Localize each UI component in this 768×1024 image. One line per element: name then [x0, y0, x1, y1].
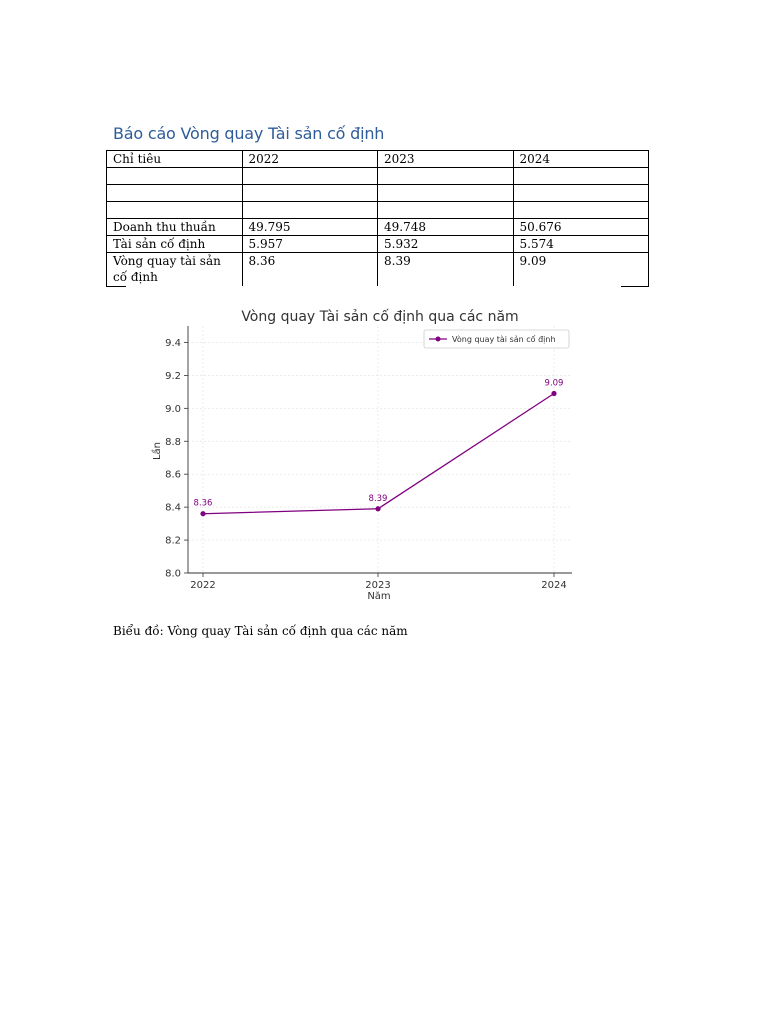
report-table: Chỉ tiêu 2022 2023 2024 Doanh thu thuần … — [106, 150, 649, 286]
table-cell: Tài sản cố định — [106, 235, 243, 253]
data-point — [200, 511, 206, 517]
y-tick-label: 8.2 — [165, 536, 181, 547]
table-cell: Vòng quay tài sản cố định — [106, 252, 243, 286]
data-label: 9.09 — [545, 379, 564, 389]
data-point — [375, 506, 381, 512]
table-cell: 9.09 — [512, 252, 649, 286]
chart-series — [200, 390, 557, 517]
table-cell — [512, 184, 649, 202]
y-axis-ticks: 8.0 8.2 8.4 8.6 8.8 9.0 9.2 9.4 — [165, 338, 188, 580]
y-tick-label: 8.8 — [165, 437, 181, 448]
table-cell — [241, 201, 378, 219]
table-cell: 8.39 — [377, 252, 514, 286]
table-empty-row — [106, 201, 649, 219]
table-row: Vòng quay tài sản cố định 8.36 8.39 9.09 — [106, 252, 649, 286]
y-tick-label: 9.0 — [165, 404, 181, 415]
data-point — [551, 390, 557, 397]
table-cell — [106, 167, 243, 185]
legend-entry: Vòng quay tài sản cố định — [452, 334, 556, 345]
table-cell: 49.748 — [377, 218, 514, 236]
table-cell — [106, 201, 243, 219]
table-cell — [241, 184, 378, 202]
table-cell — [512, 167, 649, 185]
table-cell: Doanh thu thuần — [106, 218, 243, 236]
table-border-fragment — [621, 286, 649, 287]
x-tick-label: 2023 — [365, 580, 390, 591]
table-row: Tài sản cố định 5.957 5.932 5.574 — [106, 235, 649, 253]
turnover-chart: 8.0 8.2 8.4 8.6 8.8 9.0 9.2 9.4 2022 2023 2024 8.… — [140, 296, 620, 606]
x-tick-label: 2022 — [190, 580, 215, 591]
y-axis-label: Lần — [151, 442, 163, 460]
table-cell: 8.36 — [241, 252, 378, 286]
legend-marker — [435, 336, 441, 342]
x-axis-label: Năm — [367, 591, 390, 602]
table-header-cell: Chỉ tiêu — [106, 150, 243, 168]
legend-box — [423, 329, 570, 349]
table-row: Doanh thu thuần 49.795 49.748 50.676 — [106, 218, 649, 236]
table-header-cell: 2022 — [241, 150, 378, 168]
table-header-cell: 2024 — [512, 150, 649, 168]
table-cell — [377, 201, 514, 219]
chart-caption: Biểu đồ: Vòng quay Tài sản cố định qua c… — [113, 624, 408, 638]
table-cell — [512, 201, 649, 219]
y-tick-label: 9.2 — [165, 371, 181, 382]
table-border-fragment — [106, 286, 126, 287]
table-empty-row — [106, 184, 649, 202]
x-tick-label: 2024 — [541, 580, 566, 591]
table-cell — [377, 184, 514, 202]
table-cell: 49.795 — [241, 218, 378, 236]
table-cell: 5.932 — [377, 235, 514, 253]
y-tick-label: 8.0 — [165, 569, 181, 580]
table-cell — [241, 167, 378, 185]
report-title: Báo cáo Vòng quay Tài sản cố định — [113, 124, 385, 143]
y-tick-label: 8.6 — [165, 470, 181, 481]
x-axis-ticks: 2022 2023 2024 — [190, 573, 567, 591]
chart-axes — [187, 326, 572, 574]
data-label: 8.39 — [369, 494, 388, 504]
table-cell — [377, 167, 514, 185]
table-header-cell: 2023 — [377, 150, 514, 168]
y-tick-label: 9.4 — [165, 338, 181, 349]
chart-data-labels: 8.36 8.39 9.09 — [194, 379, 564, 509]
table-cell: 5.957 — [241, 235, 378, 253]
table-header-row: Chỉ tiêu 2022 2023 2024 — [106, 150, 649, 168]
table-empty-row — [106, 167, 649, 185]
chart-svg: 8.0 8.2 8.4 8.6 8.8 9.0 9.2 9.4 2022 2023 2024 8.… — [140, 296, 620, 606]
data-label: 8.36 — [194, 499, 213, 509]
table-cell: 5.574 — [512, 235, 649, 253]
y-tick-label: 8.4 — [165, 503, 181, 514]
chart-legend: Vòng quay tài sản cố định — [423, 329, 570, 349]
table-cell: 50.676 — [512, 218, 649, 236]
table-cell — [106, 184, 243, 202]
chart-title: Vòng quay Tài sản cố định qua các năm — [241, 308, 518, 325]
